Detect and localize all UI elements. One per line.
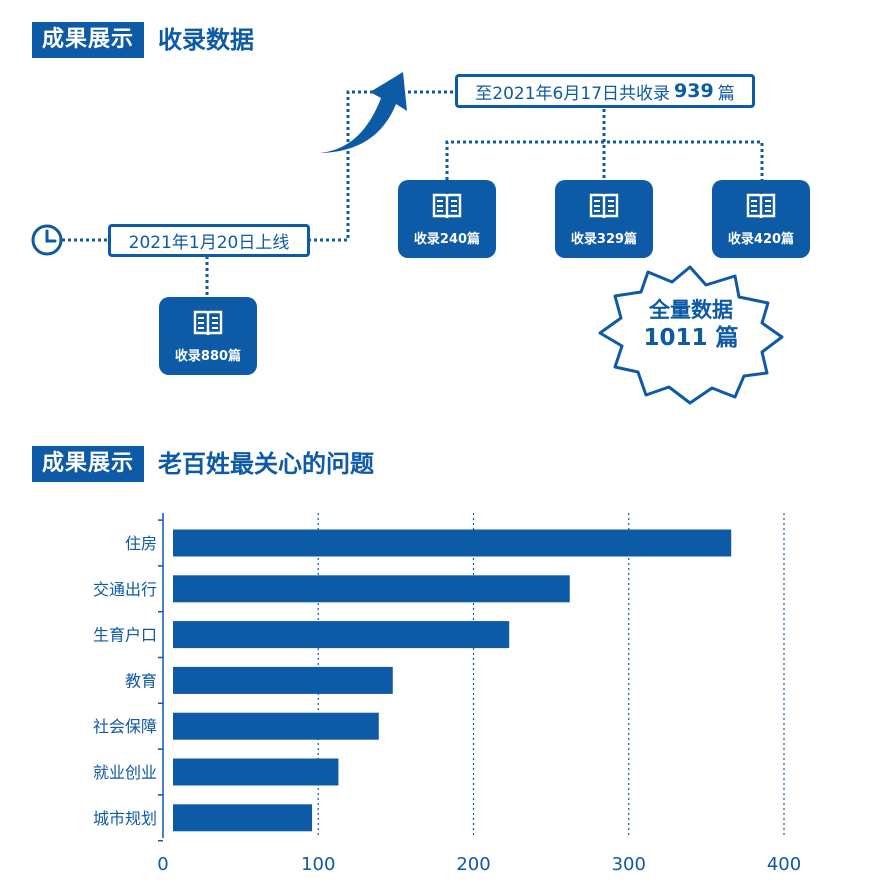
category-label: 教育 bbox=[125, 671, 157, 690]
x-tick-label: 300 bbox=[612, 854, 646, 875]
x-tick-label: 0 bbox=[157, 854, 168, 875]
section1-tag: 成果展示 bbox=[32, 22, 145, 58]
x-tick-label: 200 bbox=[456, 854, 490, 875]
category-label: 生育户口 bbox=[93, 626, 157, 645]
summary-count: 939 bbox=[674, 80, 714, 102]
launch-count-text: 收录880篇 bbox=[174, 348, 242, 364]
section2-header: 成果展示 老百姓最关心的问题 bbox=[32, 446, 374, 482]
bar bbox=[173, 712, 379, 740]
launch-date-label: 2021年1月20日上线 bbox=[108, 224, 310, 257]
bar bbox=[173, 666, 393, 694]
count-box-c: 收录420篇 bbox=[712, 180, 810, 258]
x-tick-label: 100 bbox=[301, 854, 335, 875]
summary-unit: 篇 bbox=[717, 83, 735, 104]
summary-prefix: 至2021年6月17日共收录 bbox=[475, 83, 671, 104]
summary-label: 至2021年6月17日共收录 939 篇 bbox=[455, 74, 755, 108]
section1-title: 收录数据 bbox=[158, 26, 255, 54]
count-box-a-text: 收录240篇 bbox=[413, 231, 481, 247]
book-icon bbox=[193, 310, 223, 335]
category-label: 交通出行 bbox=[93, 580, 157, 599]
category-label: 住房 bbox=[125, 534, 157, 553]
bar bbox=[173, 621, 510, 649]
section1-header: 成果展示 收录数据 bbox=[32, 22, 254, 58]
launch-count-box: 收录880篇 bbox=[159, 297, 257, 375]
book-icon bbox=[589, 193, 619, 218]
total-burst-shape bbox=[598, 265, 784, 405]
count-box-b-text: 收录329篇 bbox=[570, 231, 638, 247]
bar bbox=[173, 758, 339, 786]
bar bbox=[173, 575, 570, 603]
category-label: 社会保障 bbox=[93, 717, 157, 736]
book-icon bbox=[746, 193, 776, 218]
flow-diagram bbox=[31, 72, 784, 405]
count-box-a: 收录240篇 bbox=[398, 180, 496, 258]
count-box-b: 收录329篇 bbox=[555, 180, 653, 258]
section2-title: 老百姓最关心的问题 bbox=[158, 450, 375, 478]
curved-arrow-icon bbox=[320, 72, 407, 153]
clock-icon bbox=[31, 224, 63, 256]
launch-date-text: 2021年1月20日上线 bbox=[128, 233, 290, 253]
bar bbox=[173, 804, 313, 832]
total-line2: 1011 篇 bbox=[643, 325, 739, 351]
bar bbox=[173, 529, 732, 557]
book-icon bbox=[432, 193, 462, 218]
section2-tag: 成果展示 bbox=[32, 446, 145, 482]
count-box-c-text: 收录420篇 bbox=[727, 231, 795, 247]
total-burst: 全量数据 1011 篇 bbox=[606, 296, 776, 352]
total-line1: 全量数据 bbox=[649, 298, 733, 322]
x-tick-label: 400 bbox=[767, 854, 801, 875]
category-label: 就业创业 bbox=[93, 763, 157, 782]
category-label: 城市规划 bbox=[93, 809, 157, 828]
